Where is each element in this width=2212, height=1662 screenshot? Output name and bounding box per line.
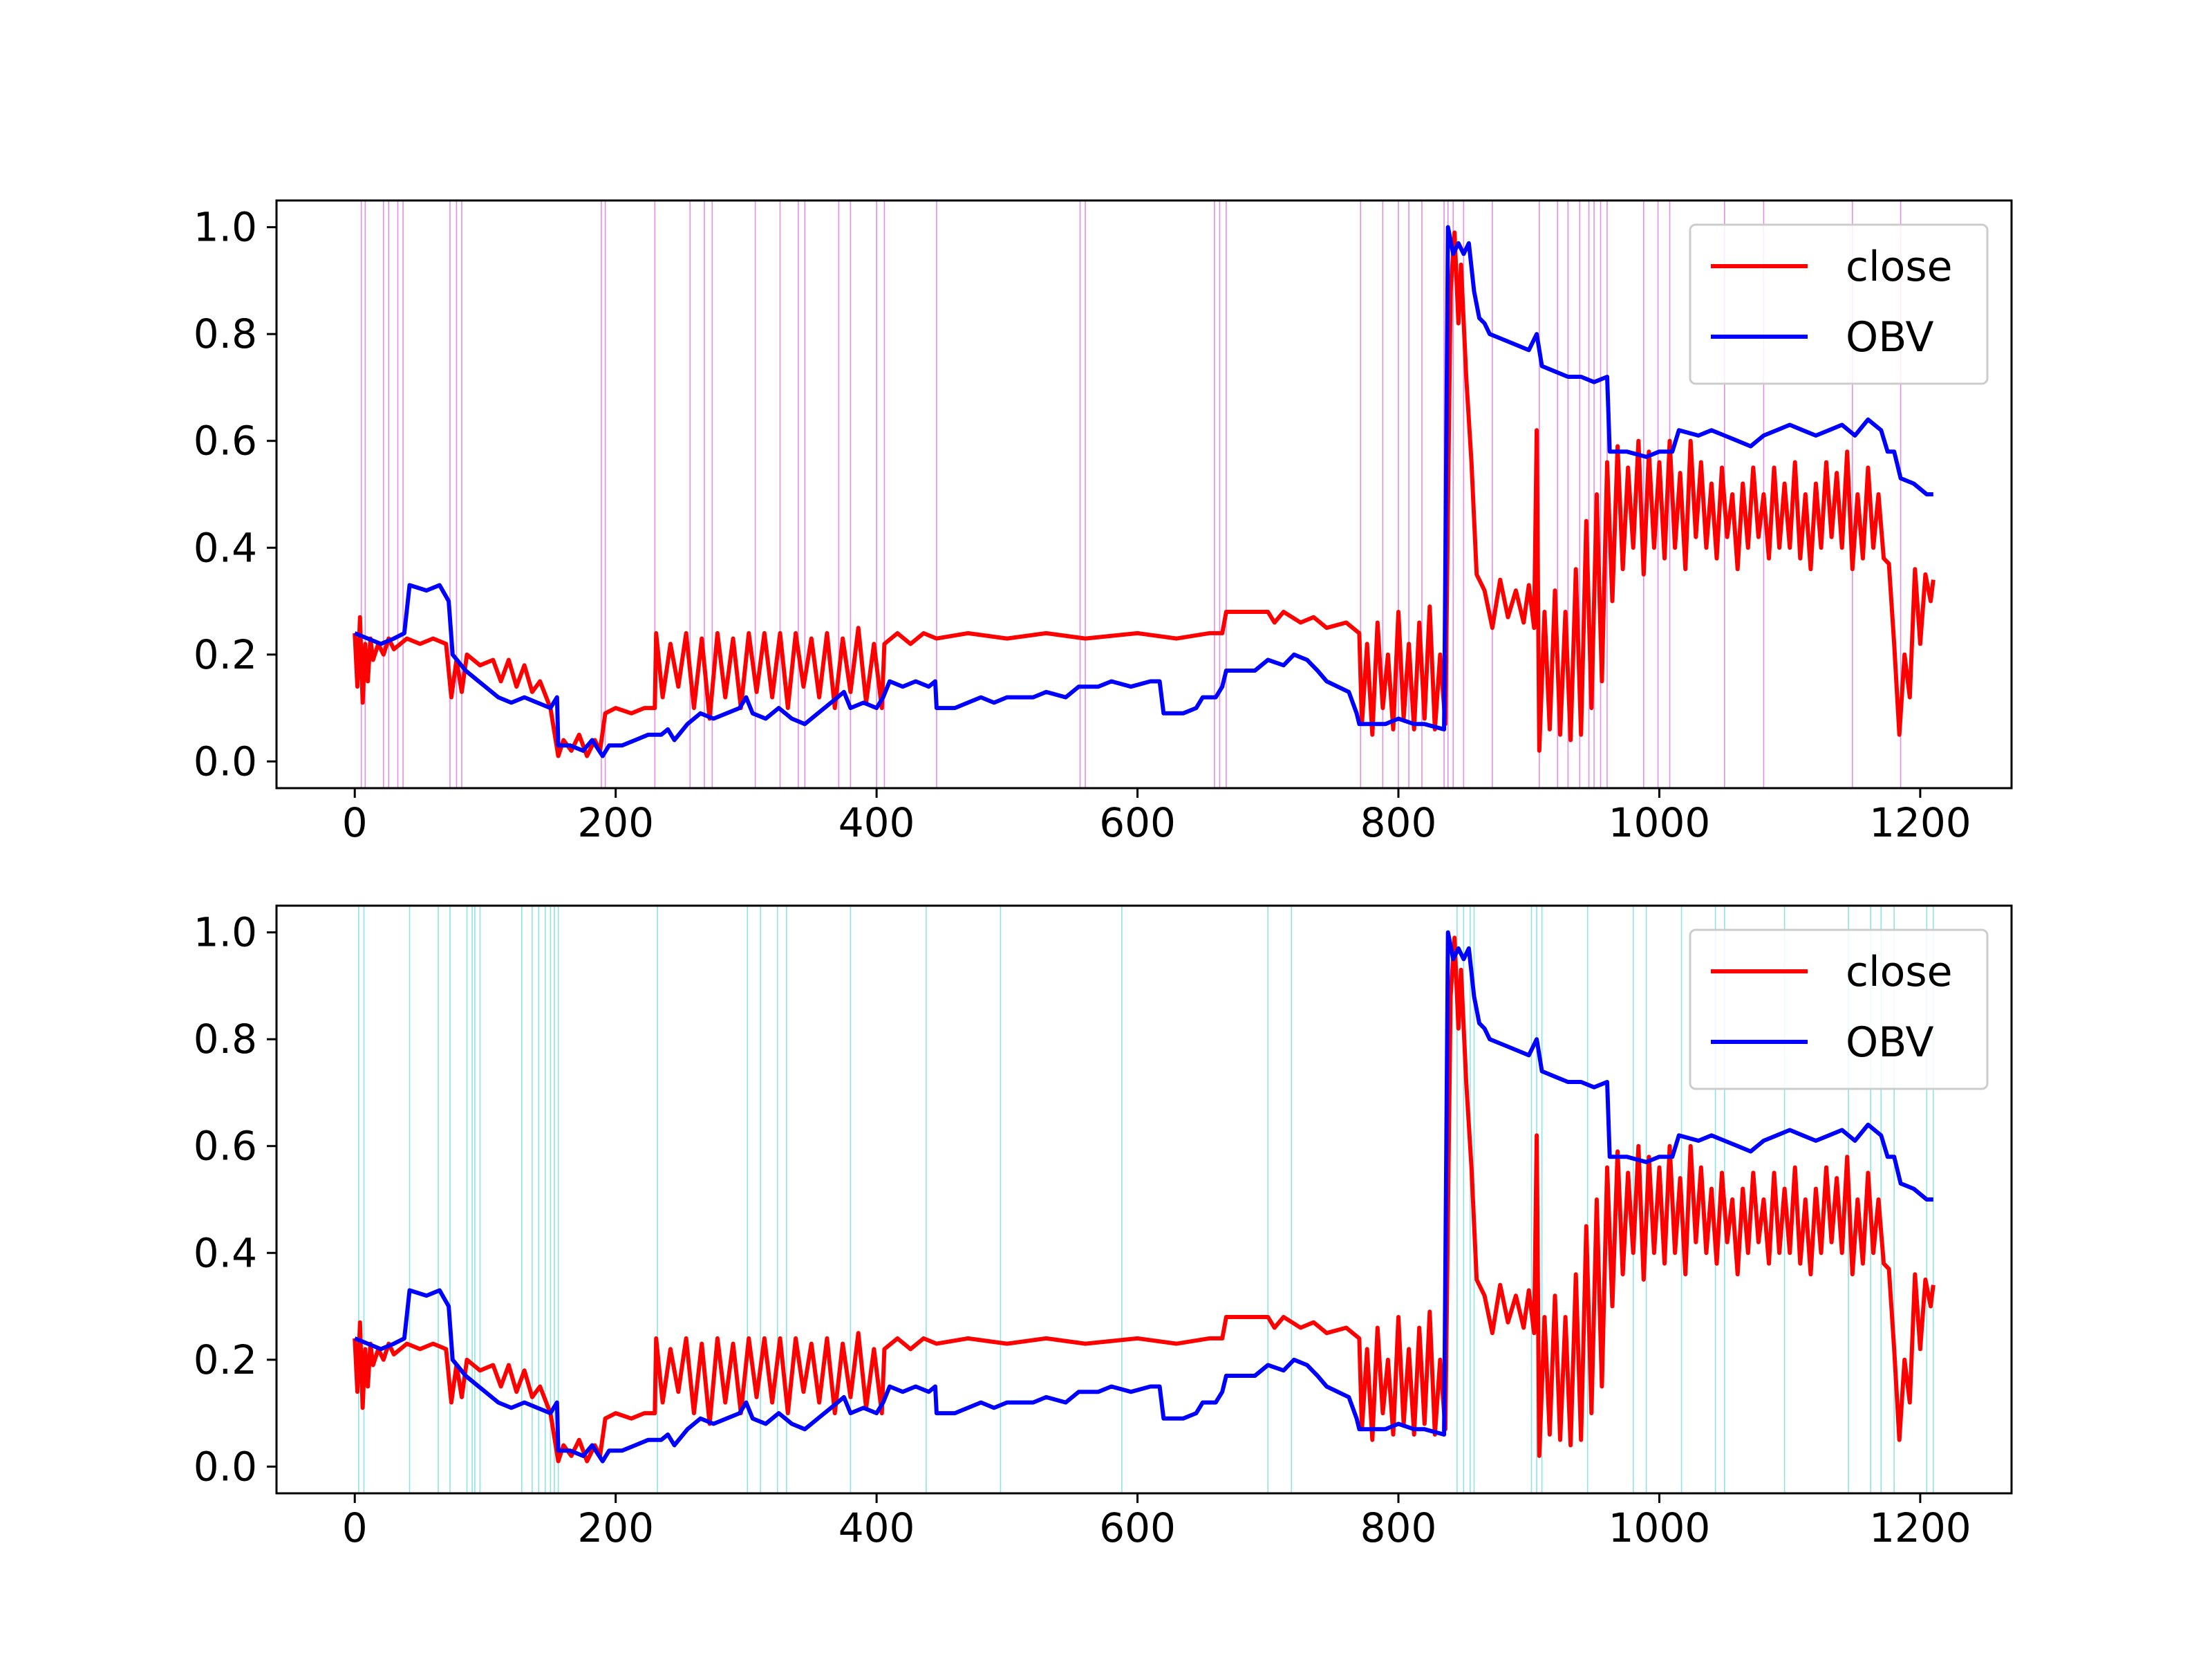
y-tick-label: 0.4 bbox=[194, 524, 257, 571]
x-tick-label: 600 bbox=[1099, 1504, 1176, 1551]
plot-frame bbox=[275, 904, 2013, 1495]
x-tick-label: 1000 bbox=[1609, 1504, 1711, 1551]
chart-panel-2: 0 200 400 600 800 1000 1200 0.0 0.2 0.4 0.6 0.8 1.0 c… bbox=[194, 904, 2013, 1551]
x-tick-label: 1000 bbox=[1609, 799, 1711, 846]
y-tick-label: 0.8 bbox=[194, 1016, 257, 1063]
series-line-obv bbox=[354, 225, 1933, 758]
y-tick-label: 1.0 bbox=[194, 204, 257, 251]
x-tick-label: 200 bbox=[577, 1504, 654, 1551]
event-markers bbox=[360, 200, 1902, 788]
x-tick-label: 0 bbox=[342, 799, 368, 846]
chart-panel-1: 0 200 400 600 800 1000 1200 0.0 0.2 0.4 0.6 0.8 1.0 c… bbox=[194, 199, 2013, 846]
series-line-obv bbox=[354, 930, 1933, 1464]
x-tick-label: 1200 bbox=[1869, 1504, 1971, 1551]
x-tick-label: 800 bbox=[1360, 799, 1437, 846]
legend: close OBV bbox=[1689, 928, 1989, 1090]
legend: close OBV bbox=[1689, 223, 1989, 385]
legend-label: close bbox=[1846, 243, 1953, 291]
y-tick-label: 0.2 bbox=[194, 1336, 257, 1383]
legend-label: close bbox=[1846, 948, 1953, 996]
x-tick-label: 600 bbox=[1099, 799, 1176, 846]
x-tick-label: 200 bbox=[577, 799, 654, 846]
legend-label: OBV bbox=[1846, 1018, 1934, 1067]
y-tick-label: 0.8 bbox=[194, 310, 257, 357]
x-tick-label: 800 bbox=[1360, 1504, 1437, 1551]
y-tick-label: 0.6 bbox=[194, 418, 257, 465]
legend-label: OBV bbox=[1846, 313, 1934, 362]
plot-frame bbox=[275, 199, 2013, 790]
y-tick-label: 1.0 bbox=[194, 909, 257, 956]
y-tick-label: 0.2 bbox=[194, 631, 257, 678]
x-tick-label: 400 bbox=[838, 799, 915, 846]
y-tick-label: 0.6 bbox=[194, 1123, 257, 1170]
x-tick-label: 0 bbox=[342, 1504, 368, 1551]
y-tick-label: 0.0 bbox=[194, 1443, 257, 1490]
y-tick-label: 0.0 bbox=[194, 738, 257, 785]
x-tick-label: 400 bbox=[838, 1504, 915, 1551]
x-tick-label: 1200 bbox=[1869, 799, 1971, 846]
y-tick-label: 0.4 bbox=[194, 1229, 257, 1276]
